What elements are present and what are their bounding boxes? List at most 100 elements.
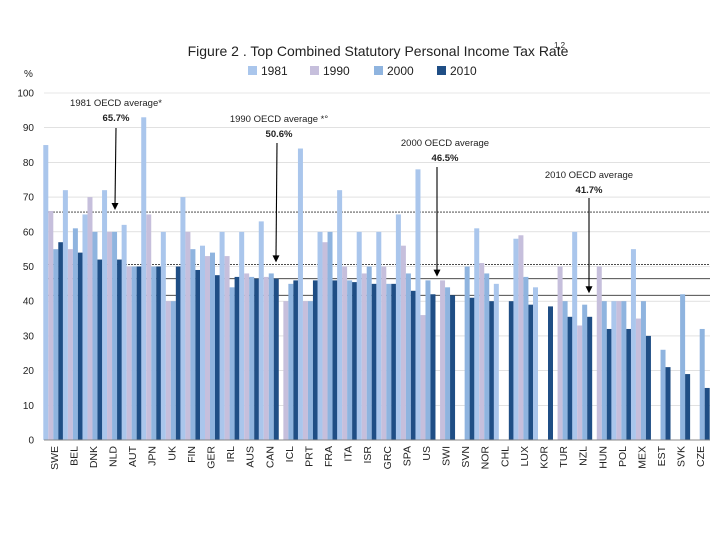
bar-2010 — [352, 282, 358, 440]
reference-line-value: 65.7% — [103, 113, 130, 124]
bar-1981 — [513, 238, 519, 440]
x-axis: SWE BEL DNK NLD AUT JPN UK FIN GER IRL AUS CAN ICL PR… — [44, 439, 710, 470]
bar-1990 — [518, 235, 524, 440]
reference-line-label: 2000 OECD average — [401, 138, 489, 149]
bar-2010 — [645, 335, 651, 440]
bar-1990 — [342, 266, 348, 440]
bar-1981 — [219, 231, 225, 440]
bar-2000 — [151, 266, 157, 440]
chart-title: Figure 2 . Top Combined Statutory Person… — [188, 43, 569, 59]
bar-2000 — [464, 266, 470, 440]
bar-2010 — [234, 276, 240, 440]
x-tick-label: SVK — [676, 446, 688, 467]
bar-2010 — [97, 259, 103, 440]
bar-1981 — [356, 231, 362, 440]
bar-2010 — [450, 295, 456, 440]
x-tick-label: NOR — [480, 446, 492, 470]
bar-2000 — [660, 349, 666, 440]
bar-2000 — [347, 280, 353, 440]
bar-1990 — [185, 231, 191, 440]
x-tick-label: ICL — [284, 446, 296, 463]
bar-1981 — [376, 231, 382, 440]
bar-2000 — [288, 283, 294, 440]
bar-1990 — [381, 266, 387, 440]
annotation-arrowhead — [111, 203, 119, 211]
x-tick-label: DNK — [88, 446, 100, 468]
bar-2010 — [606, 328, 612, 440]
bar-2010 — [508, 301, 514, 440]
bar-1990 — [87, 197, 93, 440]
bar-2010 — [293, 280, 299, 440]
bar-1981 — [317, 231, 323, 440]
bar-1990 — [224, 256, 230, 440]
bar-2000 — [621, 301, 627, 440]
x-tick-label: JPN — [147, 446, 159, 466]
bar-1981 — [493, 283, 499, 440]
bar-1990 — [479, 263, 485, 440]
bar-2000 — [268, 273, 274, 440]
bar-1990 — [48, 210, 54, 440]
x-tick-label: US — [421, 446, 433, 461]
bar-1981 — [200, 245, 205, 440]
bar-1981 — [258, 221, 264, 440]
bar-2000 — [229, 287, 235, 440]
bar-2000 — [425, 280, 431, 440]
y-tick-label: 0 — [28, 436, 34, 447]
bar-2010 — [156, 266, 162, 440]
bar-2000 — [72, 228, 78, 440]
bar-1990 — [557, 266, 563, 440]
bar-1981 — [82, 214, 88, 440]
legend-label-1981: 1981 — [261, 64, 288, 78]
x-tick-label: FIN — [186, 446, 198, 463]
legend-swatch-2010 — [437, 66, 446, 75]
bar-1990 — [440, 280, 446, 440]
bar-2000 — [640, 301, 646, 440]
bar-2000 — [170, 301, 176, 440]
bar-1990 — [596, 266, 602, 440]
bar-2010 — [548, 306, 553, 440]
x-tick-label: CAN — [264, 446, 276, 468]
bar-1981 — [415, 169, 421, 440]
x-tick-label: POL — [617, 446, 629, 467]
x-tick-label: SPA — [401, 446, 413, 466]
bar-2010 — [77, 252, 83, 440]
x-tick-label: MEX — [636, 446, 648, 469]
bar-2010 — [195, 269, 201, 440]
bar-2010 — [136, 266, 142, 440]
bar-2010 — [254, 278, 260, 440]
legend-label-2000: 2000 — [387, 64, 414, 78]
x-tick-label: ISR — [362, 446, 374, 464]
legend: 1981 1990 2000 2010 — [248, 64, 477, 78]
bar-2010 — [117, 259, 123, 440]
bar-1990 — [205, 256, 210, 440]
x-tick-label: SVN — [460, 446, 472, 468]
bar-1981 — [474, 228, 480, 440]
y-tick-label: 90 — [23, 123, 35, 134]
bar-2000 — [445, 287, 451, 440]
x-tick-label: NLD — [108, 446, 120, 467]
annotation-arrow — [114, 127, 117, 206]
bar-2000 — [680, 294, 686, 440]
bar-1981 — [239, 231, 245, 440]
y-tick-label: 60 — [23, 227, 35, 238]
bar-1981 — [572, 231, 578, 440]
bar-1981 — [297, 148, 303, 440]
bar-1990 — [322, 242, 328, 440]
bar-2010 — [175, 266, 181, 440]
bar-1990 — [126, 266, 132, 440]
bar-1990 — [107, 231, 113, 440]
x-tick-label: SWE — [49, 446, 61, 470]
x-tick-label: BEL — [68, 446, 80, 466]
bar-2010 — [665, 367, 671, 440]
bar-2000 — [582, 304, 588, 440]
bar-1981 — [141, 117, 147, 440]
bar-2010 — [567, 316, 573, 440]
x-tick-label: IRL — [225, 446, 237, 463]
bar-2000 — [601, 301, 607, 440]
bar-2000 — [699, 328, 705, 440]
bar-1981 — [337, 190, 343, 440]
bar-1990 — [263, 276, 269, 440]
chart-title-group: Figure 2 . Top Combined Statutory Person… — [188, 41, 569, 59]
x-tick-label: GER — [206, 446, 218, 469]
bar-1981 — [62, 190, 68, 440]
